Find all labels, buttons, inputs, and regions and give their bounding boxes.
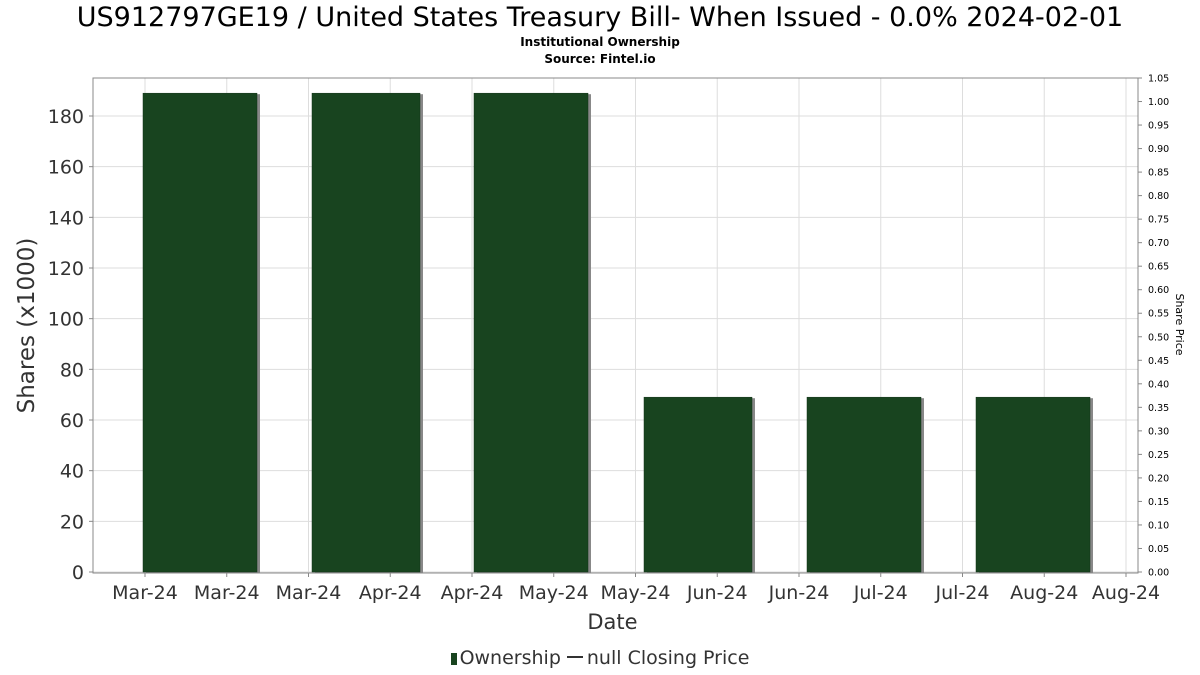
ownership-bar	[643, 396, 753, 573]
chart-subtitle-ownership: Institutional Ownership	[520, 35, 680, 49]
y-tick-label: 0	[72, 562, 84, 584]
ownership-legend-swatch	[450, 653, 457, 665]
y-tick-label: 60	[60, 410, 84, 432]
y2-tick-label: 0.65	[1148, 262, 1169, 273]
y2-tick-label: 0.85	[1148, 168, 1169, 179]
y2-tick-label: 0.75	[1148, 215, 1169, 226]
x-tick-label: Mar-24	[112, 582, 178, 604]
y-tick-label: 180	[48, 106, 84, 128]
x-tick-label: Jun-24	[686, 582, 748, 604]
x-tick-label: Mar-24	[276, 582, 342, 604]
x-tick-label: Aug-24	[1092, 582, 1160, 604]
y2-tick-label: 1.00	[1148, 97, 1169, 108]
y2-tick-label: 0.95	[1148, 121, 1169, 132]
x-axis-ticks: Mar-24 Mar-24 Mar-24 Apr-24 Apr-24 May-24 May-…	[112, 573, 1160, 604]
x-axis-label: Date	[587, 610, 637, 634]
y2-tick-label: 0.55	[1148, 309, 1169, 320]
ownership-bar	[806, 396, 922, 573]
y2-tick-label: 0.30	[1148, 426, 1169, 437]
x-tick-label: Jul-24	[935, 582, 990, 604]
x-tick-label: May-24	[519, 582, 589, 604]
x-tick-label: Jul-24	[853, 582, 908, 604]
bar-group	[142, 92, 1093, 573]
y-axis-ticks: 0 20 40 60 80 100 120 140 160 180	[48, 106, 93, 584]
y-tick-label: 20	[60, 511, 84, 533]
y2-tick-label: 0.70	[1148, 238, 1169, 249]
y2-tick-label: 0.35	[1148, 403, 1169, 414]
ownership-bar	[473, 92, 589, 573]
y2-tick-label: 0.45	[1148, 356, 1169, 367]
y-tick-label: 160	[48, 157, 84, 179]
y2-tick-label: 0.20	[1148, 473, 1169, 484]
legend: Ownership null Closing Price	[0, 647, 1200, 669]
x-tick-label: Apr-24	[441, 582, 504, 604]
x-tick-label: Mar-24	[194, 582, 260, 604]
y2-tick-label: 1.05	[1148, 74, 1169, 85]
y-tick-label: 80	[60, 359, 84, 381]
chart-subtitle-source: Source: Fintel.io	[544, 52, 656, 66]
y2-tick-label: 0.80	[1148, 191, 1169, 202]
y2-tick-label: 0.15	[1148, 497, 1169, 508]
y2-tick-label: 0.25	[1148, 450, 1169, 461]
x-tick-label: Jun-24	[768, 582, 830, 604]
ownership-bar	[975, 396, 1091, 573]
ownership-bar	[142, 92, 258, 573]
x-tick-label: Aug-24	[1010, 582, 1078, 604]
y-tick-label: 140	[48, 207, 84, 229]
y-tick-label: 120	[48, 258, 84, 280]
y2-tick-label: 0.10	[1148, 520, 1169, 531]
y2-tick-label: 0.40	[1148, 379, 1169, 390]
y2-tick-label: 0.00	[1148, 568, 1169, 579]
y-tick-label: 40	[60, 461, 84, 483]
y2-axis-label: Share Price	[1173, 293, 1186, 355]
closing-price-legend-line	[566, 656, 583, 658]
x-tick-label: May-24	[601, 582, 671, 604]
y2-tick-label: 0.05	[1148, 544, 1169, 555]
chart-title: US912797GE19 / United States Treasury Bi…	[76, 2, 1124, 33]
y-axis-label: Shares (x1000)	[14, 238, 40, 414]
y2-tick-label: 0.60	[1148, 285, 1169, 296]
ownership-bar	[311, 92, 421, 573]
y2-tick-label: 0.50	[1148, 332, 1169, 343]
x-tick-label: Apr-24	[359, 582, 422, 604]
y-tick-label: 100	[48, 309, 84, 331]
y2-axis-ticks: 0.00 0.05 0.10 0.15 0.20 0.25 0.30 0.35 0.40 0.45…	[1138, 74, 1169, 579]
legend-closing-price-label: null Closing Price	[586, 647, 750, 669]
y2-tick-label: 0.90	[1148, 144, 1169, 155]
legend-ownership-label: Ownership	[459, 647, 561, 669]
plot-area	[92, 77, 1139, 574]
